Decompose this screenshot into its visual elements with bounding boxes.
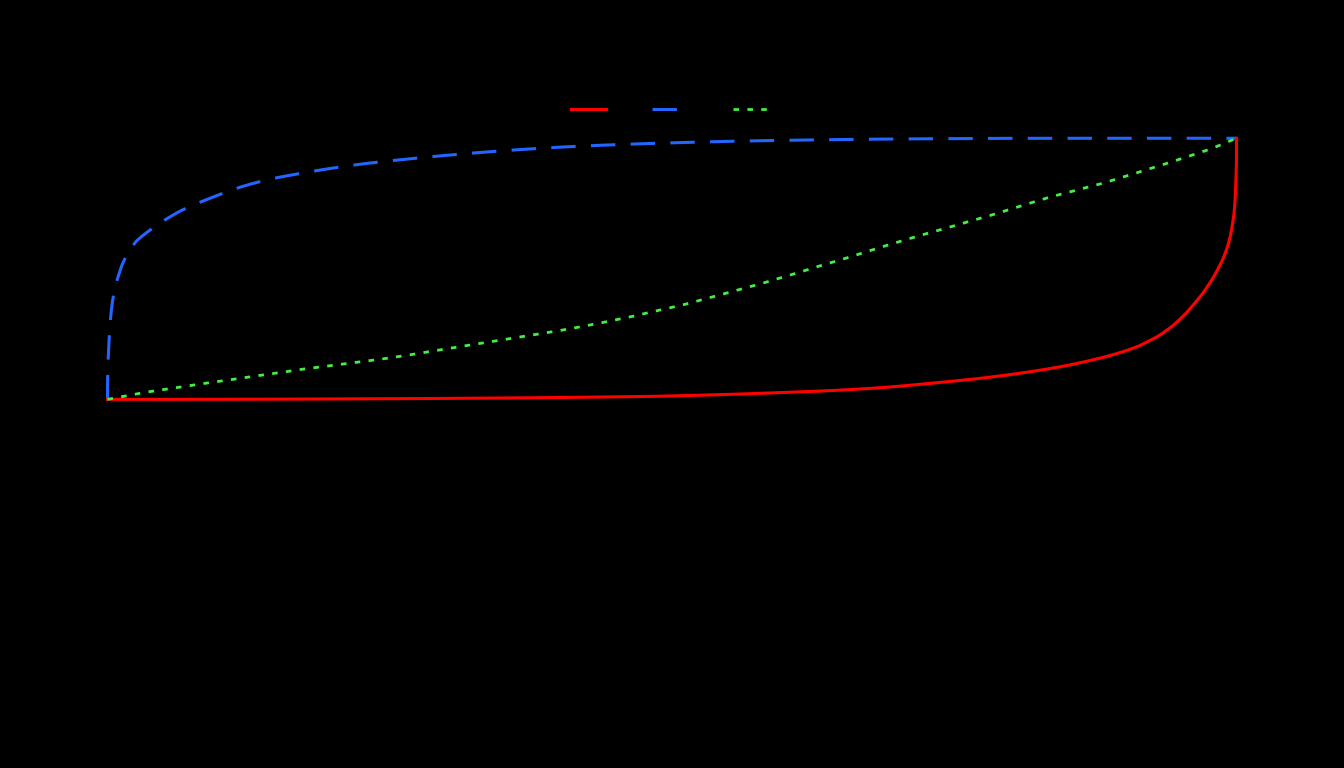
Legend: , , : , , (571, 103, 778, 117)
